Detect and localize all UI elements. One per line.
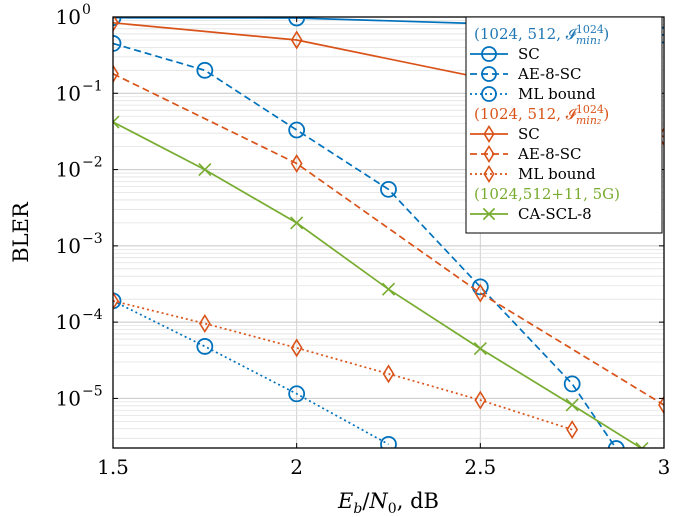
- data-point: [607, 440, 625, 448]
- y-tick-label: 10: [56, 234, 81, 258]
- legend-group-header: (1024, 512, 𝓘1024 min₂): [474, 103, 609, 127]
- y-tick-exponent: −1: [82, 78, 103, 94]
- data-point: [113, 292, 122, 310]
- data-point: [288, 121, 306, 139]
- data-point: [473, 342, 487, 356]
- x-axis-label: Eb/N0, dB: [337, 489, 439, 517]
- x-tick-label: 3: [658, 455, 671, 479]
- x-tick-label: 2.5: [464, 455, 496, 479]
- data-point: [196, 338, 214, 355]
- data-point: [658, 395, 664, 415]
- data-point: [113, 115, 120, 129]
- y-tick-exponent: −5: [82, 383, 103, 399]
- series-line: [113, 73, 664, 406]
- legend-entry: AE-8-SC: [470, 144, 582, 164]
- legend-entry: ML bound: [470, 85, 596, 103]
- legend-label: SC: [518, 125, 540, 143]
- data-point: [198, 313, 211, 334]
- legend-entry: CA-SCL-8: [470, 205, 592, 223]
- plot-frame: [112, 16, 665, 449]
- legend-label: ML bound: [518, 85, 596, 103]
- data-point: [290, 154, 303, 174]
- data-point: [565, 398, 579, 412]
- data-point: [290, 30, 303, 50]
- y-tick-label: 10: [56, 81, 81, 105]
- y-tick-label: 10: [56, 5, 81, 29]
- y-tick-label: 10: [56, 310, 81, 334]
- series-line: [113, 300, 389, 446]
- series-4: [113, 64, 664, 415]
- data-point: [380, 180, 397, 198]
- x-tick-label: 2: [290, 455, 303, 479]
- data-point: [382, 364, 395, 384]
- legend-entry: SC: [470, 124, 540, 144]
- legend-marker: [481, 66, 497, 82]
- series-line: [113, 300, 573, 431]
- series-2: [113, 292, 397, 448]
- data-point: [380, 435, 397, 448]
- data-point: [635, 442, 649, 448]
- data-point: [288, 385, 306, 403]
- y-tick-label: 10: [56, 158, 81, 182]
- legend-label: CA-SCL-8: [518, 205, 592, 223]
- x-tick-label: 1.5: [97, 455, 129, 479]
- legend-entry: ML bound: [470, 164, 596, 184]
- data-point: [290, 216, 304, 230]
- legend-group-header: (1024,512+11, 5G): [474, 185, 620, 203]
- data-point: [196, 61, 214, 79]
- y-tick-exponent: −2: [82, 155, 103, 171]
- series-6: [113, 115, 649, 448]
- data-point: [113, 17, 122, 27]
- legend-marker: [483, 124, 495, 144]
- y-tick-exponent: −4: [82, 307, 103, 323]
- legend-label: ML bound: [518, 165, 596, 183]
- data-point: [474, 283, 487, 303]
- data-point: [381, 282, 396, 296]
- data-point: [288, 17, 306, 27]
- legend-label: SC: [518, 45, 540, 63]
- y-axis-label: BLER: [9, 201, 33, 263]
- legend-entry: SC: [470, 45, 540, 63]
- data-point: [474, 390, 487, 410]
- data-point: [566, 420, 579, 440]
- data-point: [290, 338, 303, 358]
- data-point: [113, 64, 119, 84]
- data-point: [198, 163, 212, 177]
- y-tick-label: 10: [56, 386, 81, 410]
- legend-group-header: (1024, 512, 𝓘1024 min₁): [474, 23, 609, 47]
- legend-marker: [483, 144, 495, 164]
- y-tick-exponent: −3: [82, 231, 103, 247]
- legend-label: AE-8-SC: [517, 65, 582, 83]
- legend-entry: AE-8-SC: [470, 65, 582, 83]
- legend-box: [465, 16, 663, 234]
- series-5: [113, 291, 579, 440]
- data-point: [563, 375, 581, 393]
- legend-marker: [482, 207, 496, 221]
- legend-label: AE-8-SC: [517, 145, 582, 163]
- legend-marker: [481, 46, 497, 62]
- data-point: [113, 35, 122, 52]
- legend-marker: [483, 164, 495, 184]
- series-line: [113, 42, 617, 448]
- data-point: [113, 291, 119, 311]
- legend-marker: [481, 86, 497, 102]
- y-tick-exponent: 0: [82, 2, 91, 18]
- data-point: [113, 17, 119, 33]
